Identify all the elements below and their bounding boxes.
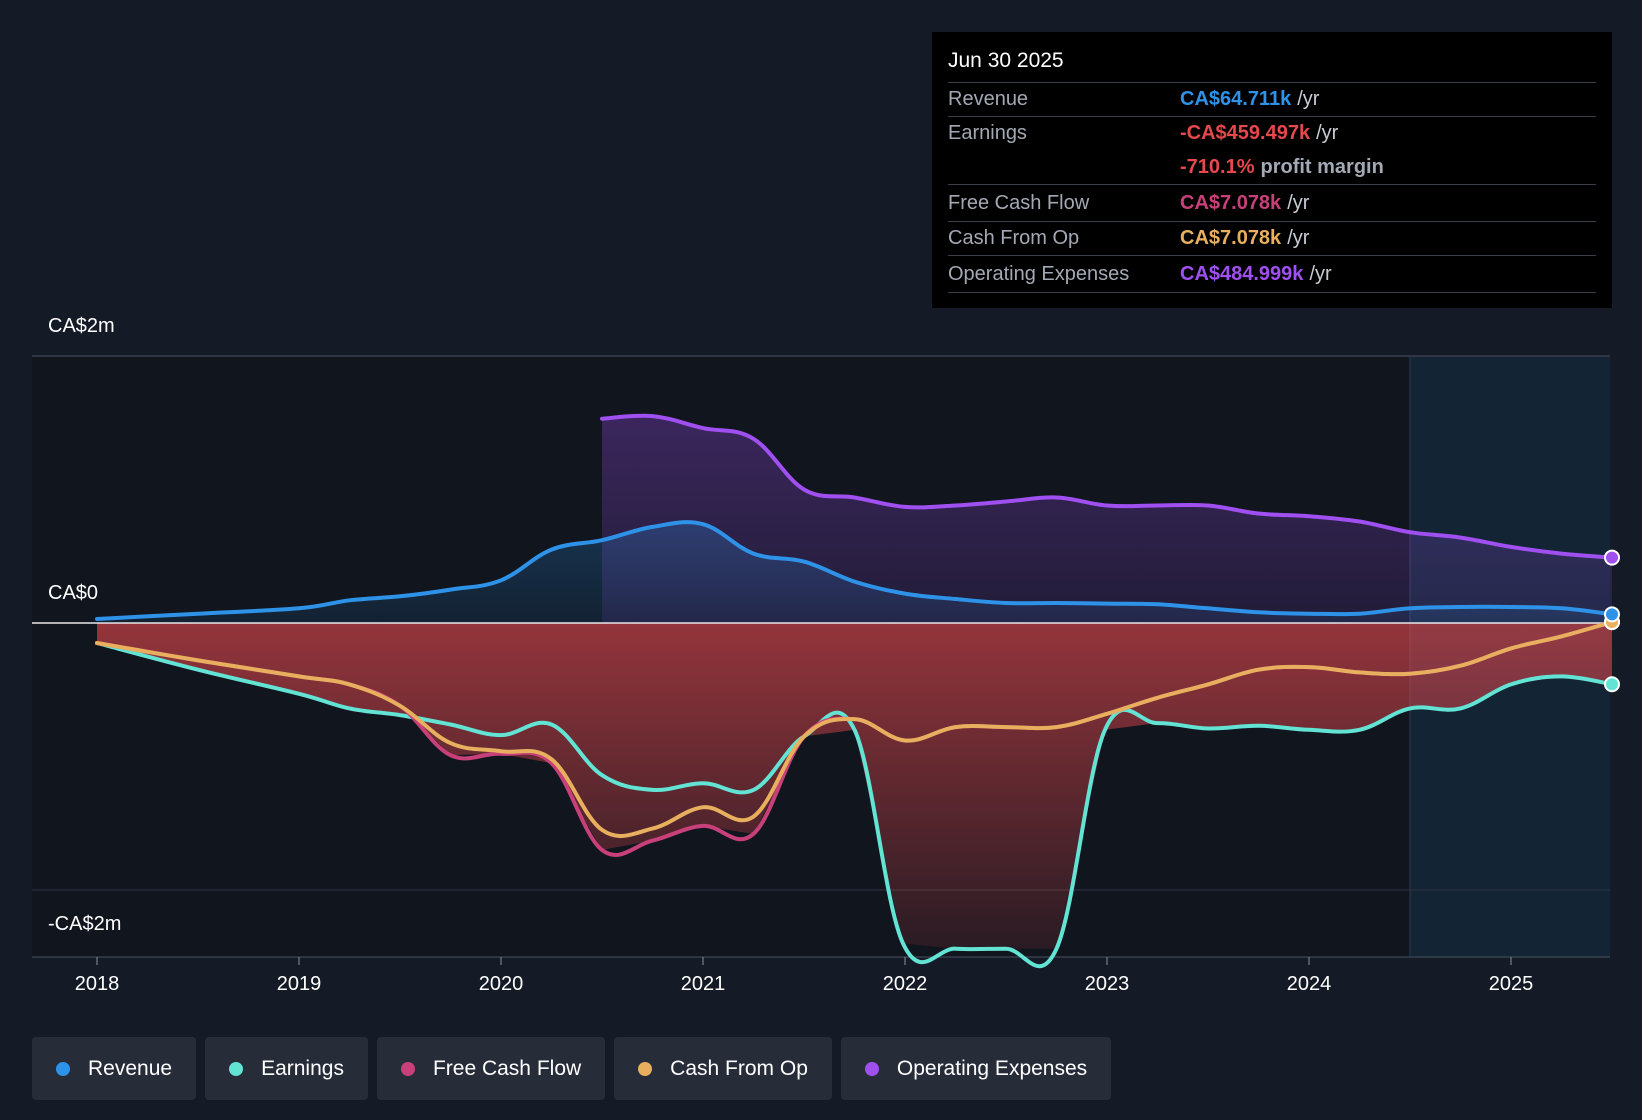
operating-expenses-dot-icon — [864, 1061, 879, 1076]
cfo-line — [95, 620, 1614, 839]
x-tick-label: 2025 — [1489, 973, 1534, 995]
tooltip-date: Jun 30 2025 — [948, 46, 1596, 83]
x-tick-label: 2024 — [1287, 973, 1332, 995]
y-axis-labels: CA$2m CA$0 -CA$2m — [48, 315, 121, 935]
tooltip-panel: Jun 30 2025 Revenue CA$64.711k /yr Earni… — [932, 32, 1612, 308]
revenue-area — [97, 522, 1612, 623]
tooltip-unit: /yr — [1287, 227, 1310, 249]
x-tick-label: 2020 — [479, 973, 524, 995]
tooltip-unit: /yr — [1309, 262, 1332, 285]
legend-label: Cash From Op — [670, 1056, 808, 1080]
y-tick-label: -CA$2m — [48, 913, 121, 935]
legend-label: Earnings — [261, 1056, 344, 1080]
gridlines — [32, 355, 1610, 958]
revenue-line — [95, 520, 1614, 621]
negative-area — [97, 623, 1612, 949]
tooltip-value: CA$484.999k — [1180, 262, 1304, 285]
tooltip-label: Revenue — [948, 88, 1029, 110]
legend-item-earnings[interactable]: Earnings — [205, 1037, 368, 1100]
series-end-markers — [1604, 549, 1620, 693]
legend-item-operating-expenses[interactable]: Operating Expenses — [840, 1037, 1112, 1100]
tooltip-label: Earnings — [948, 122, 1027, 144]
legend-item-revenue[interactable]: Revenue — [32, 1037, 197, 1100]
revenue-end-marker — [1604, 606, 1620, 623]
tooltip-row-cfo: Cash From Op CA$7.078k /yr — [948, 222, 1596, 256]
x-axis: 2018 2019 2020 2021 2022 2023 2024 2025 — [75, 957, 1534, 995]
free-cash-flow-dot-icon — [400, 1061, 415, 1076]
earnings-end-marker — [1604, 676, 1620, 693]
x-tick-label: 2023 — [1085, 973, 1130, 995]
x-tick-label: 2022 — [883, 973, 928, 995]
tooltip-value: CA$7.078k — [1180, 191, 1282, 214]
tooltip-row-margin: -710.1% profit margin — [948, 150, 1596, 185]
tooltip-unit: /yr — [1297, 88, 1320, 110]
tooltip-row-earnings: Earnings -CA$459.497k /yr — [948, 117, 1596, 150]
tooltip-label: Operating Expenses — [948, 262, 1130, 285]
x-tick-label: 2019 — [277, 973, 322, 995]
tooltip-unit: profit margin — [1260, 155, 1384, 178]
tooltip-label: Free Cash Flow — [948, 191, 1090, 214]
tooltip-value: -710.1% — [1180, 155, 1255, 178]
earnings-line — [95, 641, 1614, 969]
cash-from-op-dot-icon — [638, 1061, 653, 1076]
earnings-dot-icon — [229, 1061, 244, 1076]
tooltip-unit: /yr — [1287, 191, 1310, 214]
series-lines — [95, 413, 1614, 969]
legend: Revenue Earnings Free Cash Flow Cash Fro… — [32, 1037, 1112, 1100]
legend-item-cash-from-op[interactable]: Cash From Op — [614, 1037, 832, 1100]
y-tick-label: CA$0 — [48, 582, 98, 604]
legend-item-free-cash-flow[interactable]: Free Cash Flow — [376, 1037, 606, 1100]
tooltip-value: CA$7.078k — [1180, 227, 1282, 249]
y-tick-label: CA$2m — [48, 315, 115, 337]
tooltip-unit: /yr — [1316, 122, 1339, 144]
tooltip-value: -CA$459.497k — [1180, 122, 1311, 144]
legend-label: Free Cash Flow — [432, 1056, 582, 1080]
tooltip-row-opex: Operating Expenses CA$484.999k /yr — [948, 256, 1596, 293]
x-tick-label: 2018 — [75, 973, 120, 995]
tooltip-value: CA$64.711k — [1180, 88, 1292, 110]
tooltip-label: Cash From Op — [948, 227, 1080, 249]
opex-end-marker — [1604, 549, 1620, 566]
legend-label: Operating Expenses — [896, 1056, 1088, 1080]
tooltip-row-revenue: Revenue CA$64.711k /yr — [948, 83, 1596, 117]
tooltip-row-fcf: Free Cash Flow CA$7.078k /yr — [948, 185, 1596, 222]
operating-expenses-area — [602, 415, 1612, 623]
x-tick-label: 2021 — [681, 973, 726, 995]
legend-label: Revenue — [88, 1056, 173, 1080]
revenue-dot-icon — [56, 1061, 70, 1076]
opex-line — [600, 413, 1614, 560]
series-areas — [97, 415, 1612, 949]
